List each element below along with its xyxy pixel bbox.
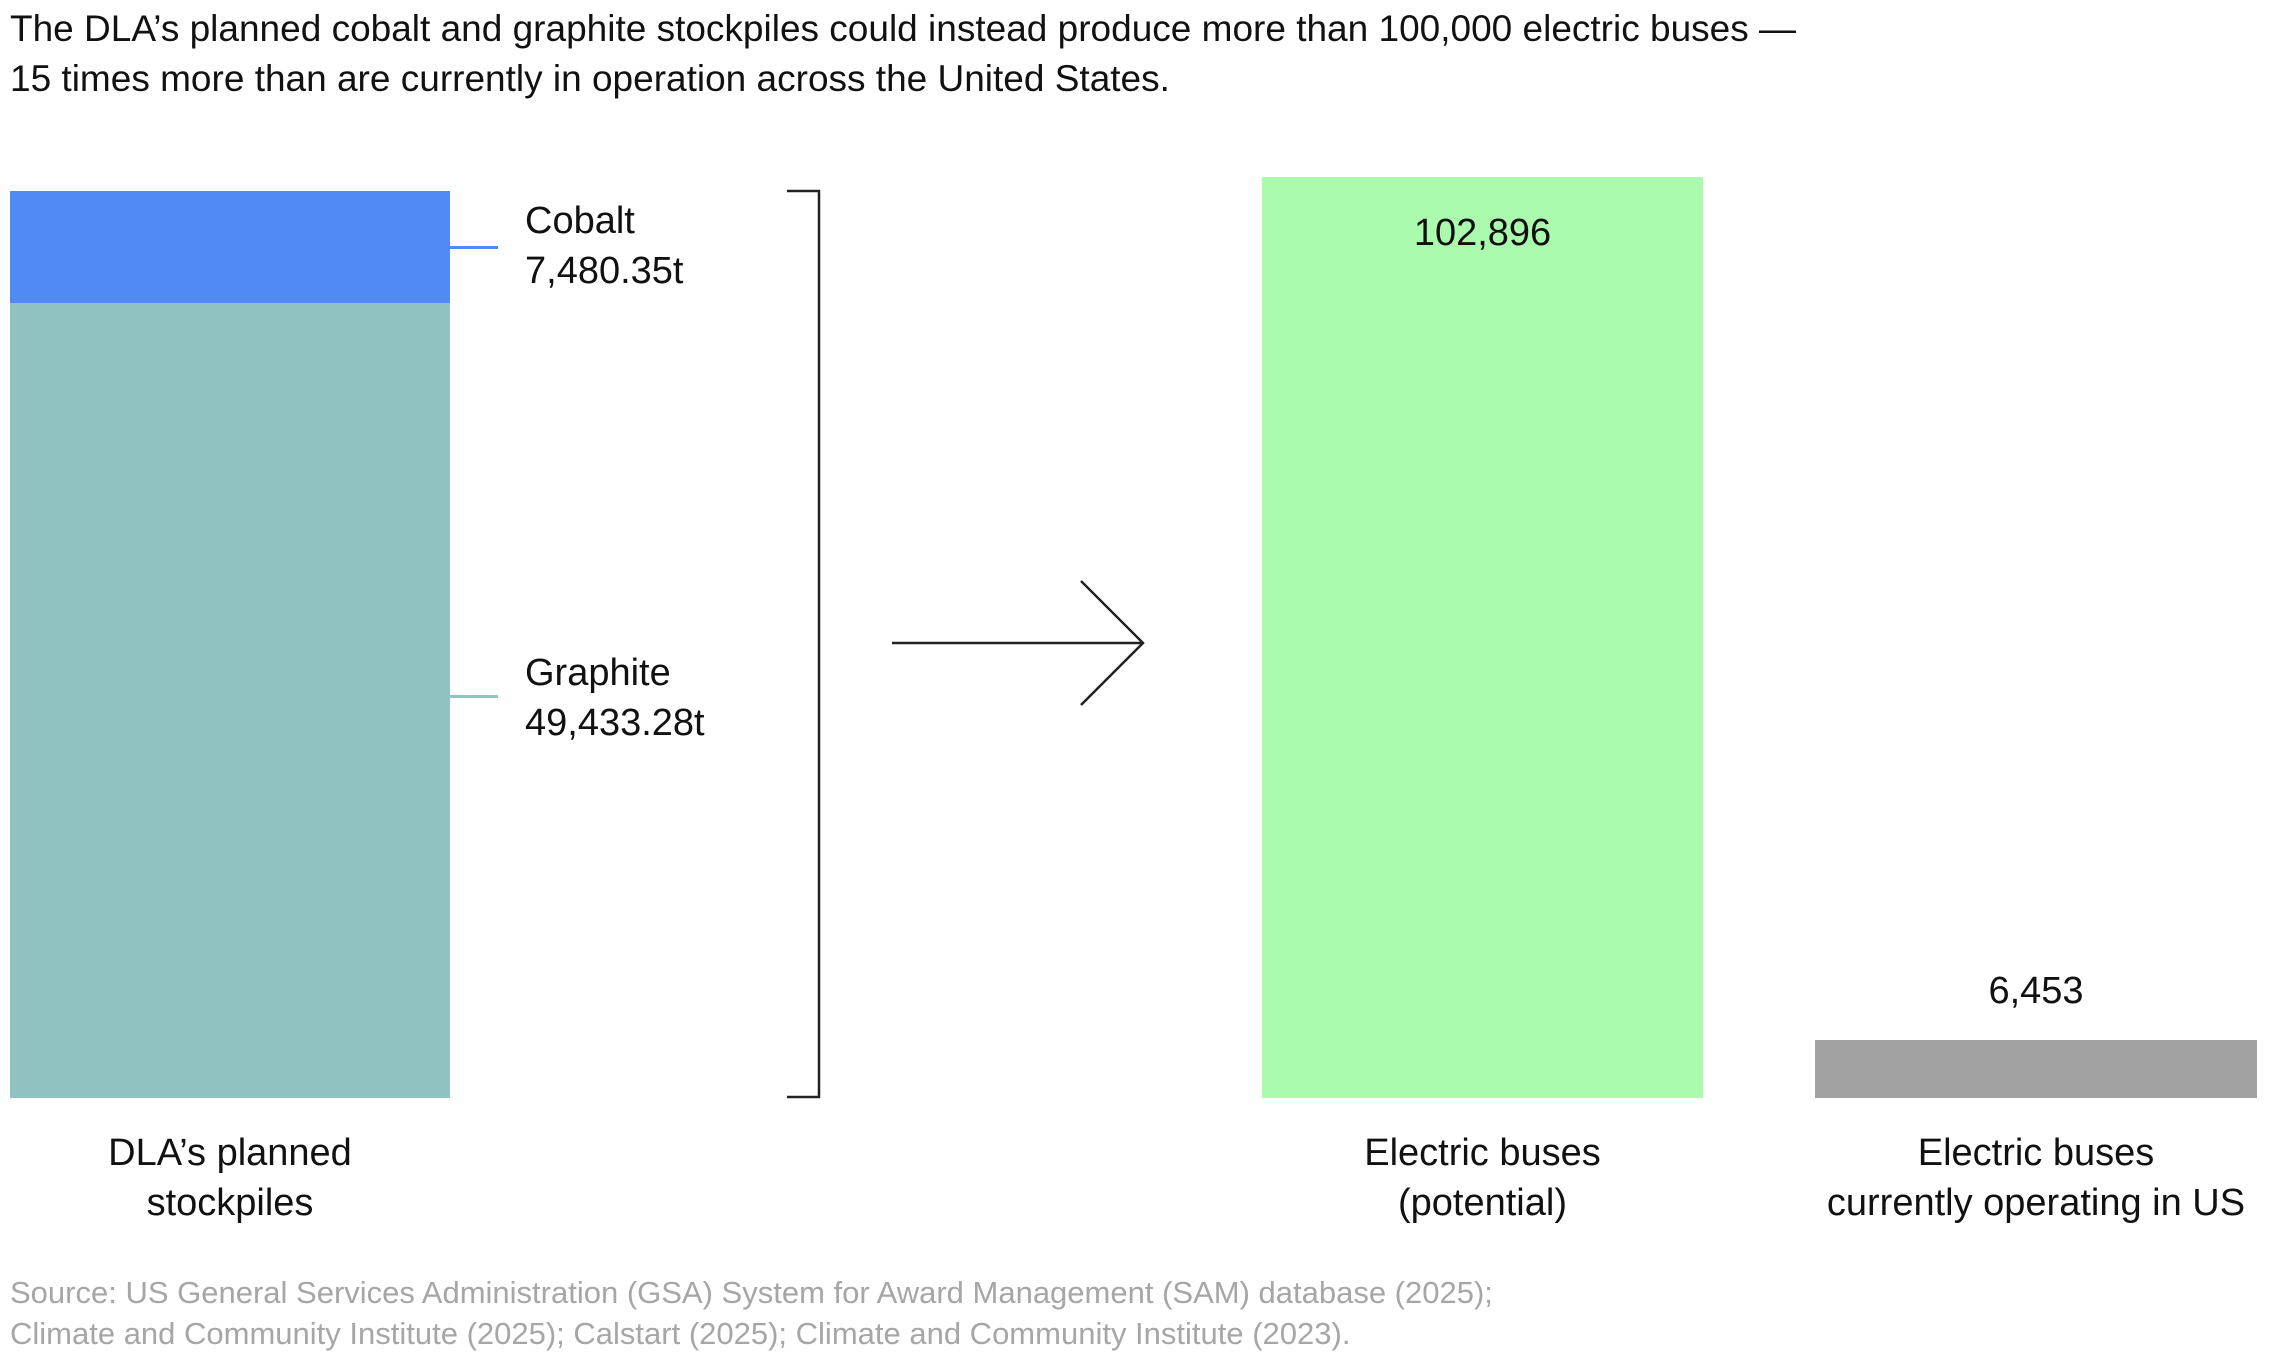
graphite-connector-line <box>450 695 498 698</box>
title-line-1: The DLA’s planned cobalt and graphite st… <box>10 8 1797 49</box>
cobalt-connector-line <box>450 246 498 249</box>
category-label-stockpiles: DLA’s planned stockpiles <box>10 1128 450 1228</box>
category-label-current: Electric buses currently operating in US <box>1795 1128 2277 1228</box>
category-label-line: Electric buses <box>1364 1132 1601 1174</box>
category-label-line: DLA’s planned <box>108 1132 352 1174</box>
potential-buses-bar <box>1262 177 1703 1098</box>
cobalt-value: 7,480.35t <box>525 250 684 292</box>
chart-title: The DLA’s planned cobalt and graphite st… <box>10 4 2110 104</box>
title-line-2: 15 times more than are currently in oper… <box>10 58 1170 99</box>
graphite-label: Graphite 49,433.28t <box>525 648 705 748</box>
category-label-potential: Electric buses (potential) <box>1262 1128 1703 1228</box>
current-buses-bar <box>1815 1040 2257 1098</box>
category-label-line: stockpiles <box>146 1182 314 1224</box>
category-label-line: currently operating in US <box>1826 1182 2246 1224</box>
graphite-value: 49,433.28t <box>525 702 705 744</box>
arrow-right-icon <box>892 580 1145 706</box>
source-note: Source: US General Services Administrati… <box>10 1272 1493 1354</box>
category-label-line: Electric buses <box>1917 1132 2155 1174</box>
graphite-name: Graphite <box>525 652 671 694</box>
category-label-line: (potential) <box>1398 1182 1567 1224</box>
cobalt-label: Cobalt 7,480.35t <box>525 196 683 296</box>
source-line-2: Climate and Community Institute (2025); … <box>10 1316 1351 1351</box>
bracket-icon <box>787 189 821 1099</box>
graphite-bar-segment <box>10 303 450 1098</box>
potential-buses-value: 102,896 <box>1413 212 1552 254</box>
current-buses-value: 6,453 <box>1988 970 2084 1012</box>
cobalt-bar-segment <box>10 191 450 303</box>
cobalt-name: Cobalt <box>525 200 635 242</box>
source-line-1: Source: US General Services Administrati… <box>10 1275 1493 1310</box>
